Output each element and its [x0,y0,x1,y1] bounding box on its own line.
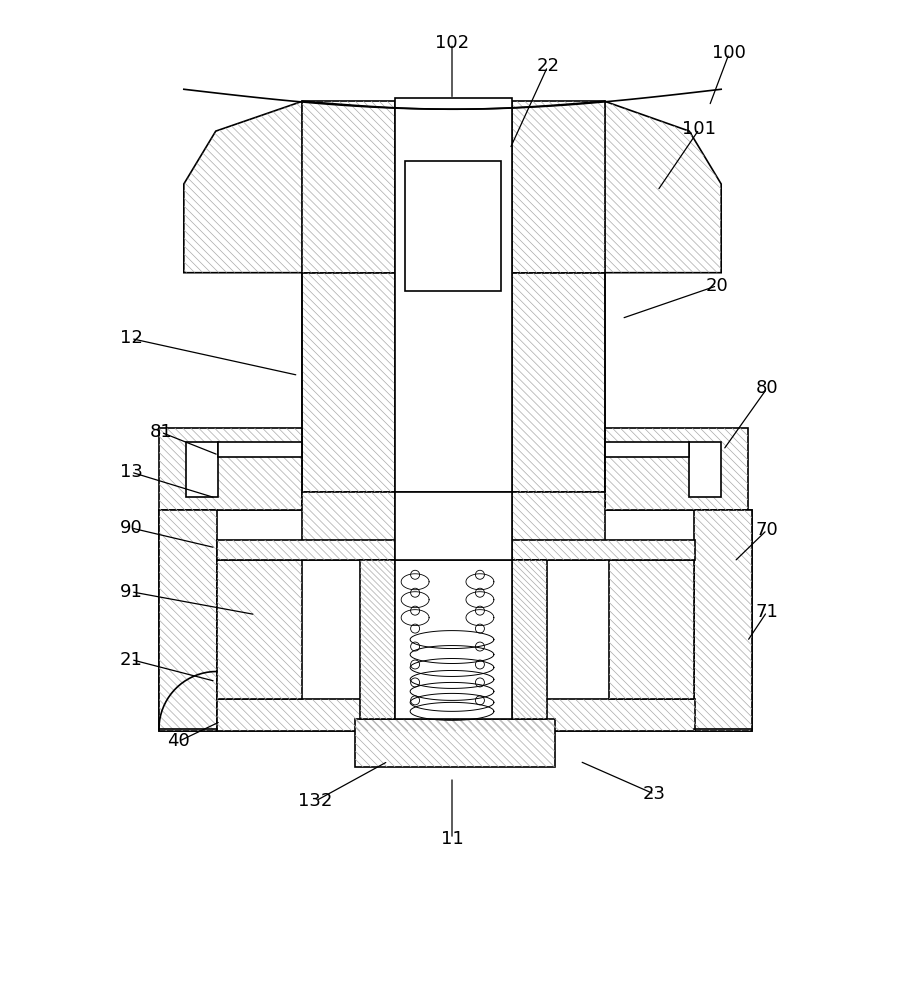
Bar [605,442,690,457]
Polygon shape [184,101,302,273]
Text: 70: 70 [756,521,778,539]
Bar [186,442,218,497]
Polygon shape [302,273,395,492]
Text: 81: 81 [149,423,172,441]
Polygon shape [216,699,695,731]
Text: 101: 101 [682,120,716,138]
Bar [395,98,512,492]
Bar [218,442,302,457]
Text: 11: 11 [441,830,463,848]
Polygon shape [159,510,216,731]
Text: 21: 21 [119,651,142,669]
Text: 20: 20 [706,277,729,295]
Polygon shape [360,560,395,719]
Bar [395,540,512,560]
Polygon shape [605,101,721,273]
Text: 102: 102 [435,34,469,52]
Text: 90: 90 [119,519,142,537]
Text: 100: 100 [712,44,746,62]
Polygon shape [216,540,695,560]
Text: 22: 22 [536,57,559,75]
Polygon shape [216,560,302,699]
Bar [690,442,721,497]
Polygon shape [608,560,694,699]
Polygon shape [605,428,748,510]
Bar [405,161,500,291]
Polygon shape [512,273,605,492]
Polygon shape [512,492,605,560]
Text: 91: 91 [119,583,142,601]
Polygon shape [694,510,752,731]
Text: 40: 40 [167,732,190,750]
Text: 80: 80 [756,379,778,397]
Text: 71: 71 [756,603,778,621]
Text: 23: 23 [643,785,666,803]
Polygon shape [159,428,302,510]
Bar [395,560,512,719]
Polygon shape [512,560,547,719]
Polygon shape [512,101,605,273]
Text: 13: 13 [119,463,142,481]
Polygon shape [302,101,395,273]
Text: 132: 132 [299,792,333,810]
Polygon shape [302,492,395,560]
Polygon shape [356,719,555,767]
Bar [395,492,512,560]
Text: 12: 12 [119,329,142,347]
Bar [159,510,752,731]
